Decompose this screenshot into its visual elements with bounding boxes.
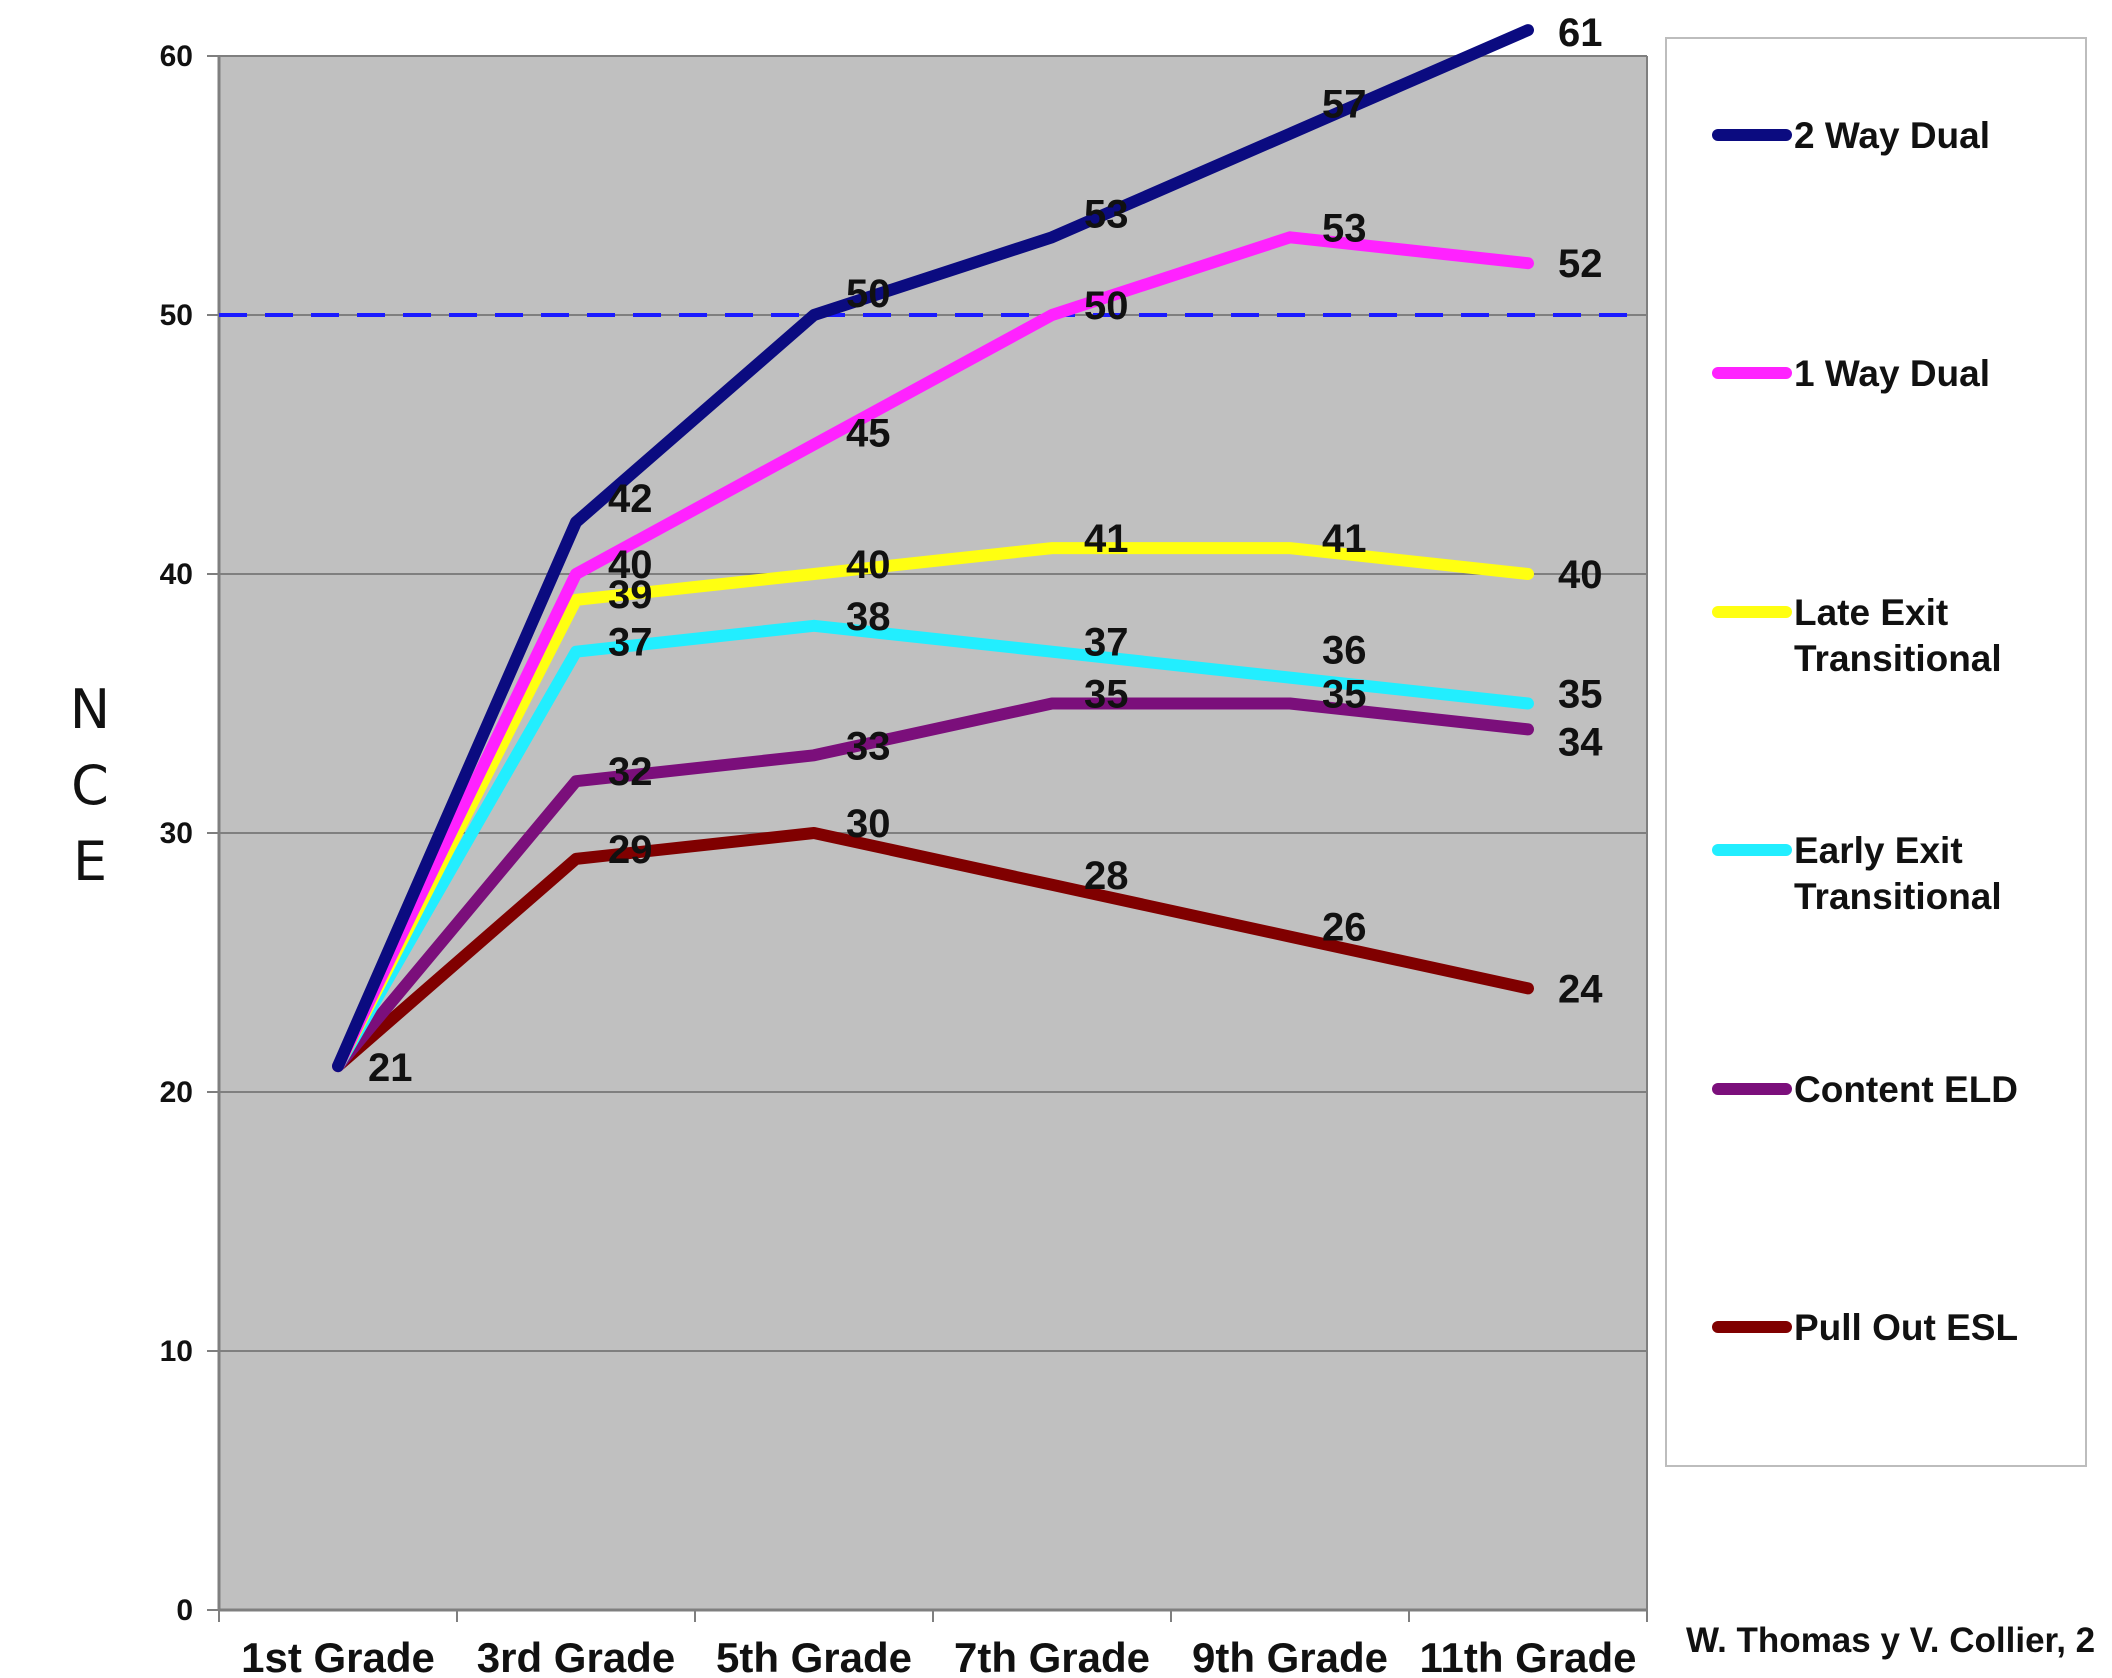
data-label-3-1: 37 (608, 621, 653, 665)
y-tick-label-20: 20 (160, 1076, 193, 1109)
series-line-4 (332, 697, 1534, 1073)
data-label-2-5: 40 (1558, 553, 1603, 597)
data-label-2-3: 41 (1084, 517, 1129, 561)
x-tick-label-2: 5th Grade (716, 1634, 912, 1678)
y-tick-label-30: 30 (160, 817, 193, 850)
legend-label-3-0: Early Exit (1794, 830, 1963, 871)
x-tick-labels: 1st Grade 3rd Grade 5th Grade 7th Grade 9th … (241, 1634, 1636, 1678)
y-tick-label-50: 50 (160, 299, 193, 332)
data-label-1-2: 45 (846, 412, 891, 456)
legend-label-4-0: Content ELD (1794, 1069, 2018, 1110)
data-label-4-4: 35 (1322, 673, 1367, 717)
y-tick-label-40: 40 (160, 558, 193, 591)
data-label-2-4: 41 (1322, 517, 1367, 561)
data-label-4-3: 35 (1084, 673, 1129, 717)
data-label-3-3: 37 (1084, 621, 1129, 665)
data-label-4-2: 33 (846, 724, 891, 768)
data-label-1-3: 50 (1084, 284, 1129, 328)
legend-label-3-1: Transitional (1794, 876, 2002, 917)
x-tick-label-3: 7th Grade (954, 1634, 1150, 1678)
data-label-0-3: 53 (1084, 192, 1129, 236)
y-tick-label-0: 0 (176, 1594, 193, 1627)
data-label-3-5: 35 (1558, 673, 1603, 717)
y-tick-labels: 0 10 20 30 40 50 60 (160, 40, 193, 1627)
legend: 2 Way Dual 1 Way Dual Late Exit Transitiona… (1712, 115, 2018, 1348)
y-axis-label-char-0: N (70, 678, 110, 741)
y-axis-label-char-1: C (71, 754, 109, 817)
data-label-1-4: 53 (1322, 206, 1367, 250)
data-label-3-2: 38 (846, 595, 891, 639)
data-label-4-5: 34 (1558, 720, 1603, 764)
data-label-0-1: 42 (608, 477, 653, 521)
legend-box (1665, 37, 2087, 1467)
data-label-1-1: 40 (608, 543, 653, 587)
y-axis-label-char-2: E (73, 830, 107, 893)
data-label-4-1: 32 (608, 750, 653, 794)
series-line-3 (332, 619, 1534, 1073)
series-lines (332, 24, 1534, 1073)
data-label-5-3: 28 (1084, 854, 1129, 898)
series-line-2 (332, 542, 1534, 1073)
series-line-0 (332, 24, 1534, 1073)
x-tick-label-1: 3rd Grade (477, 1634, 675, 1678)
data-label-0-2: 50 (846, 272, 891, 316)
data-label-1-5: 52 (1558, 242, 1603, 286)
y-tick-label-60: 60 (160, 40, 193, 73)
legend-label-5-0: Pull Out ESL (1794, 1307, 2018, 1348)
data-label-2-2: 40 (846, 543, 891, 587)
y-axis-label: NCE (70, 678, 110, 893)
x-tick-label-5: 11th Grade (1419, 1634, 1636, 1678)
data-label-5-2: 30 (846, 802, 891, 846)
x-tick-label-4: 9th Grade (1192, 1634, 1388, 1678)
data-label-3-4: 36 (1322, 629, 1367, 673)
data-label-5-5: 24 (1558, 967, 1603, 1011)
data-label-0-5: 61 (1558, 11, 1603, 55)
legend-label-2-0: Late Exit (1794, 592, 1948, 633)
series-line-1 (332, 231, 1534, 1073)
credit-text: W. Thomas y V. Collier, 2 (1686, 1621, 2095, 1660)
data-label-first-point: 21 (368, 1046, 413, 1090)
series-line-5 (332, 827, 1534, 1073)
y-tick-label-10: 10 (160, 1335, 193, 1368)
legend-label-0-0: 2 Way Dual (1794, 115, 1990, 156)
data-label-0-4: 57 (1322, 83, 1367, 127)
legend-label-2-1: Transitional (1794, 638, 2002, 679)
data-label-5-1: 29 (608, 828, 653, 872)
x-tick-label-0: 1st Grade (241, 1634, 435, 1678)
data-label-5-4: 26 (1322, 906, 1367, 950)
data-label-2-1: 39 (608, 573, 653, 617)
legend-label-1-0: 1 Way Dual (1794, 353, 1990, 394)
